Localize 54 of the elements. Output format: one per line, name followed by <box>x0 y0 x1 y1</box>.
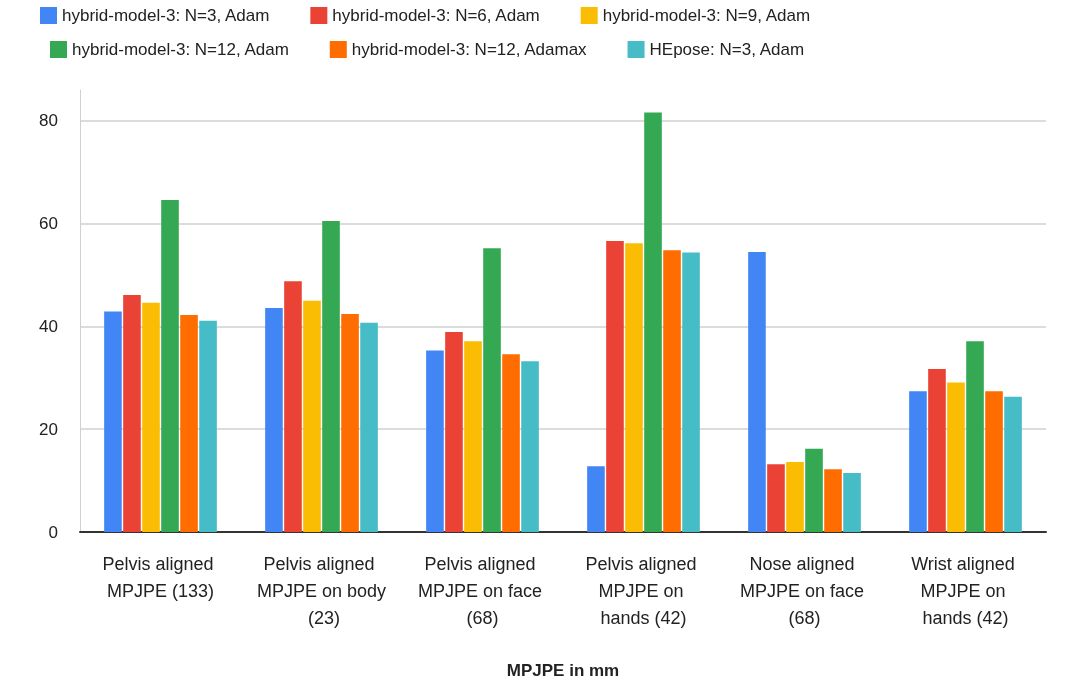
bar <box>426 350 444 532</box>
legend-label: hybrid-model-3: N=12, Adam <box>72 40 289 59</box>
bar <box>341 314 359 532</box>
bar <box>966 341 984 532</box>
bar <box>104 311 122 532</box>
x-axis-title: MPJPE in mm <box>506 661 620 680</box>
x-tick-label: Wrist aligned MPJPE on hands (42) <box>911 553 1020 628</box>
y-tick-label: 0 <box>48 522 58 542</box>
bar <box>464 341 482 532</box>
legend-label: hybrid-model-3: N=6, Adam <box>332 6 540 25</box>
bar <box>928 369 946 532</box>
bar <box>843 472 861 532</box>
bar <box>142 302 160 532</box>
bar <box>483 248 501 532</box>
x-tick-label: Pelvis aligned MPJPE (133) <box>102 553 219 601</box>
bar <box>1004 396 1022 532</box>
bar <box>180 315 198 532</box>
x-tick-label: Pelvis aligned MPJPE on body (23) <box>256 553 387 628</box>
bar <box>786 462 804 532</box>
bar <box>606 241 624 532</box>
bar <box>360 322 378 532</box>
x-tick-label: Pelvis aligned MPJPE on hands (42) <box>585 553 702 628</box>
bar <box>199 320 217 532</box>
bar <box>445 332 463 532</box>
bar <box>161 199 179 532</box>
y-tick-label: 40 <box>39 316 58 336</box>
bar <box>123 295 141 532</box>
bar <box>587 466 605 532</box>
bar <box>748 251 766 532</box>
bar <box>284 281 302 532</box>
legend-label: hybrid-model-3: N=12, Adamax <box>351 40 588 59</box>
bar <box>805 448 823 532</box>
bar <box>767 464 785 532</box>
legend-label: hybrid-model-3: N=9, Adam <box>602 6 811 25</box>
bar <box>322 221 340 532</box>
legend-label: HEpose: N=3, Adam <box>649 40 805 59</box>
bar <box>502 354 520 532</box>
y-tick-label: 80 <box>39 111 58 131</box>
bar <box>985 391 1003 532</box>
y-tick-label: 60 <box>39 214 58 234</box>
legend-label: hybrid-model-3: N=3, Adam <box>62 6 270 25</box>
bar <box>521 361 539 532</box>
bar <box>947 382 965 532</box>
bar <box>824 469 842 532</box>
bar <box>682 252 700 532</box>
bar <box>265 307 283 532</box>
x-tick-label: Pelvis aligned MPJPE on face (68) <box>417 553 548 628</box>
bar <box>663 250 681 532</box>
x-tick-label: Nose aligned MPJPE on face (68) <box>739 553 870 628</box>
bar <box>625 243 643 532</box>
bar <box>303 300 321 532</box>
bar <box>909 391 927 532</box>
bar <box>644 112 662 532</box>
y-tick-label: 20 <box>39 419 58 439</box>
